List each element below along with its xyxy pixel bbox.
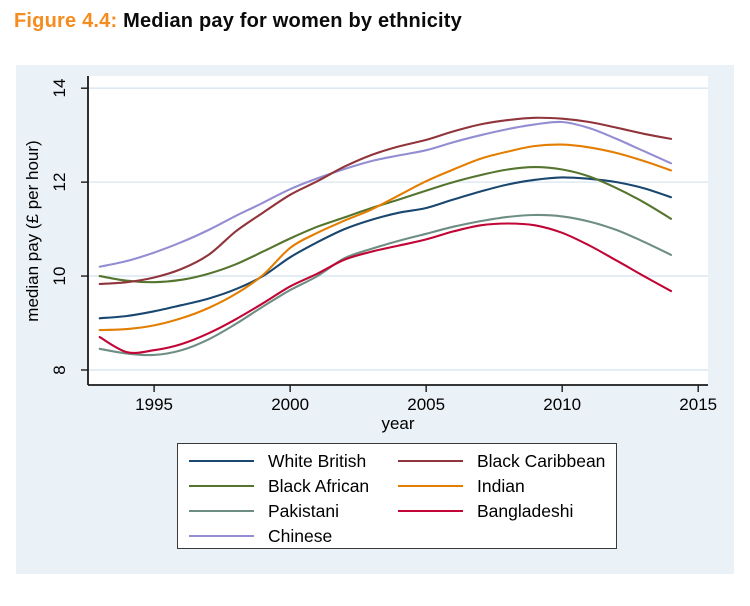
- x-tick-label-2010: 2010: [543, 395, 582, 414]
- y-tick-label-8: 8: [50, 365, 69, 375]
- y-tick-label-14: 14: [50, 78, 69, 98]
- series-line-black-african: [98, 166, 673, 284]
- series-line-chinese: [98, 120, 673, 268]
- y-axis-title: median pay (£ per hour): [23, 139, 42, 322]
- figure-title: Median pay for women by ethnicity: [117, 10, 462, 32]
- figure-caption: Figure 4.4: Median pay for women by ethn…: [14, 10, 462, 33]
- legend-line-sample: [189, 510, 254, 512]
- legend-entry-pakistani: Pakistani: [189, 500, 399, 522]
- legend-entry-bangladeshi: Bangladeshi: [398, 500, 608, 522]
- x-tick-label-2005: 2005: [407, 395, 446, 414]
- legend-line-sample: [189, 485, 254, 487]
- line-chart: [81, 76, 708, 392]
- x-tick-label-2000: 2000: [271, 395, 310, 414]
- plot-area: [88, 76, 708, 385]
- legend: White British Black African Pakistani Chine…: [177, 443, 617, 549]
- legend-line-sample: [398, 460, 463, 462]
- y-tick-label-10: 10: [50, 266, 69, 286]
- legend-label: Chinese: [268, 526, 333, 546]
- legend-label: Black Caribbean: [477, 451, 606, 471]
- legend-line-sample: [189, 460, 254, 462]
- legend-label: Indian: [477, 476, 525, 496]
- series-line-black-caribbean: [98, 116, 673, 286]
- legend-label: Black African: [268, 476, 370, 496]
- x-tick-label-1995: 1995: [135, 395, 173, 414]
- series-line-indian: [98, 143, 673, 332]
- legend-entry-black-caribbean: Black Caribbean: [398, 450, 608, 472]
- series-line-white-british: [98, 176, 673, 320]
- series-line-bangladeshi: [98, 222, 673, 354]
- legend-line-sample: [189, 535, 254, 537]
- series-line-pakistani: [98, 213, 673, 357]
- legend-entry-white-british: White British: [189, 450, 399, 472]
- legend-label: White British: [268, 451, 367, 471]
- x-tick-label-2015: 2015: [679, 395, 718, 414]
- legend-line-sample: [398, 485, 463, 487]
- legend-label: Pakistani: [268, 501, 340, 521]
- x-axis-title: year: [381, 414, 415, 433]
- chart-region: 8 10 12 14 1995 2000 2005 2010 2015 year median pa…: [16, 65, 734, 574]
- figure-number-label: Figure 4.4:: [14, 10, 118, 32]
- y-tick-label-12: 12: [50, 172, 69, 192]
- legend-line-sample: [398, 510, 463, 512]
- legend-entry-chinese: Chinese: [189, 525, 399, 547]
- legend-label: Bangladeshi: [477, 501, 574, 521]
- legend-entry-indian: Indian: [398, 475, 608, 497]
- legend-entry-black-african: Black African: [189, 475, 399, 497]
